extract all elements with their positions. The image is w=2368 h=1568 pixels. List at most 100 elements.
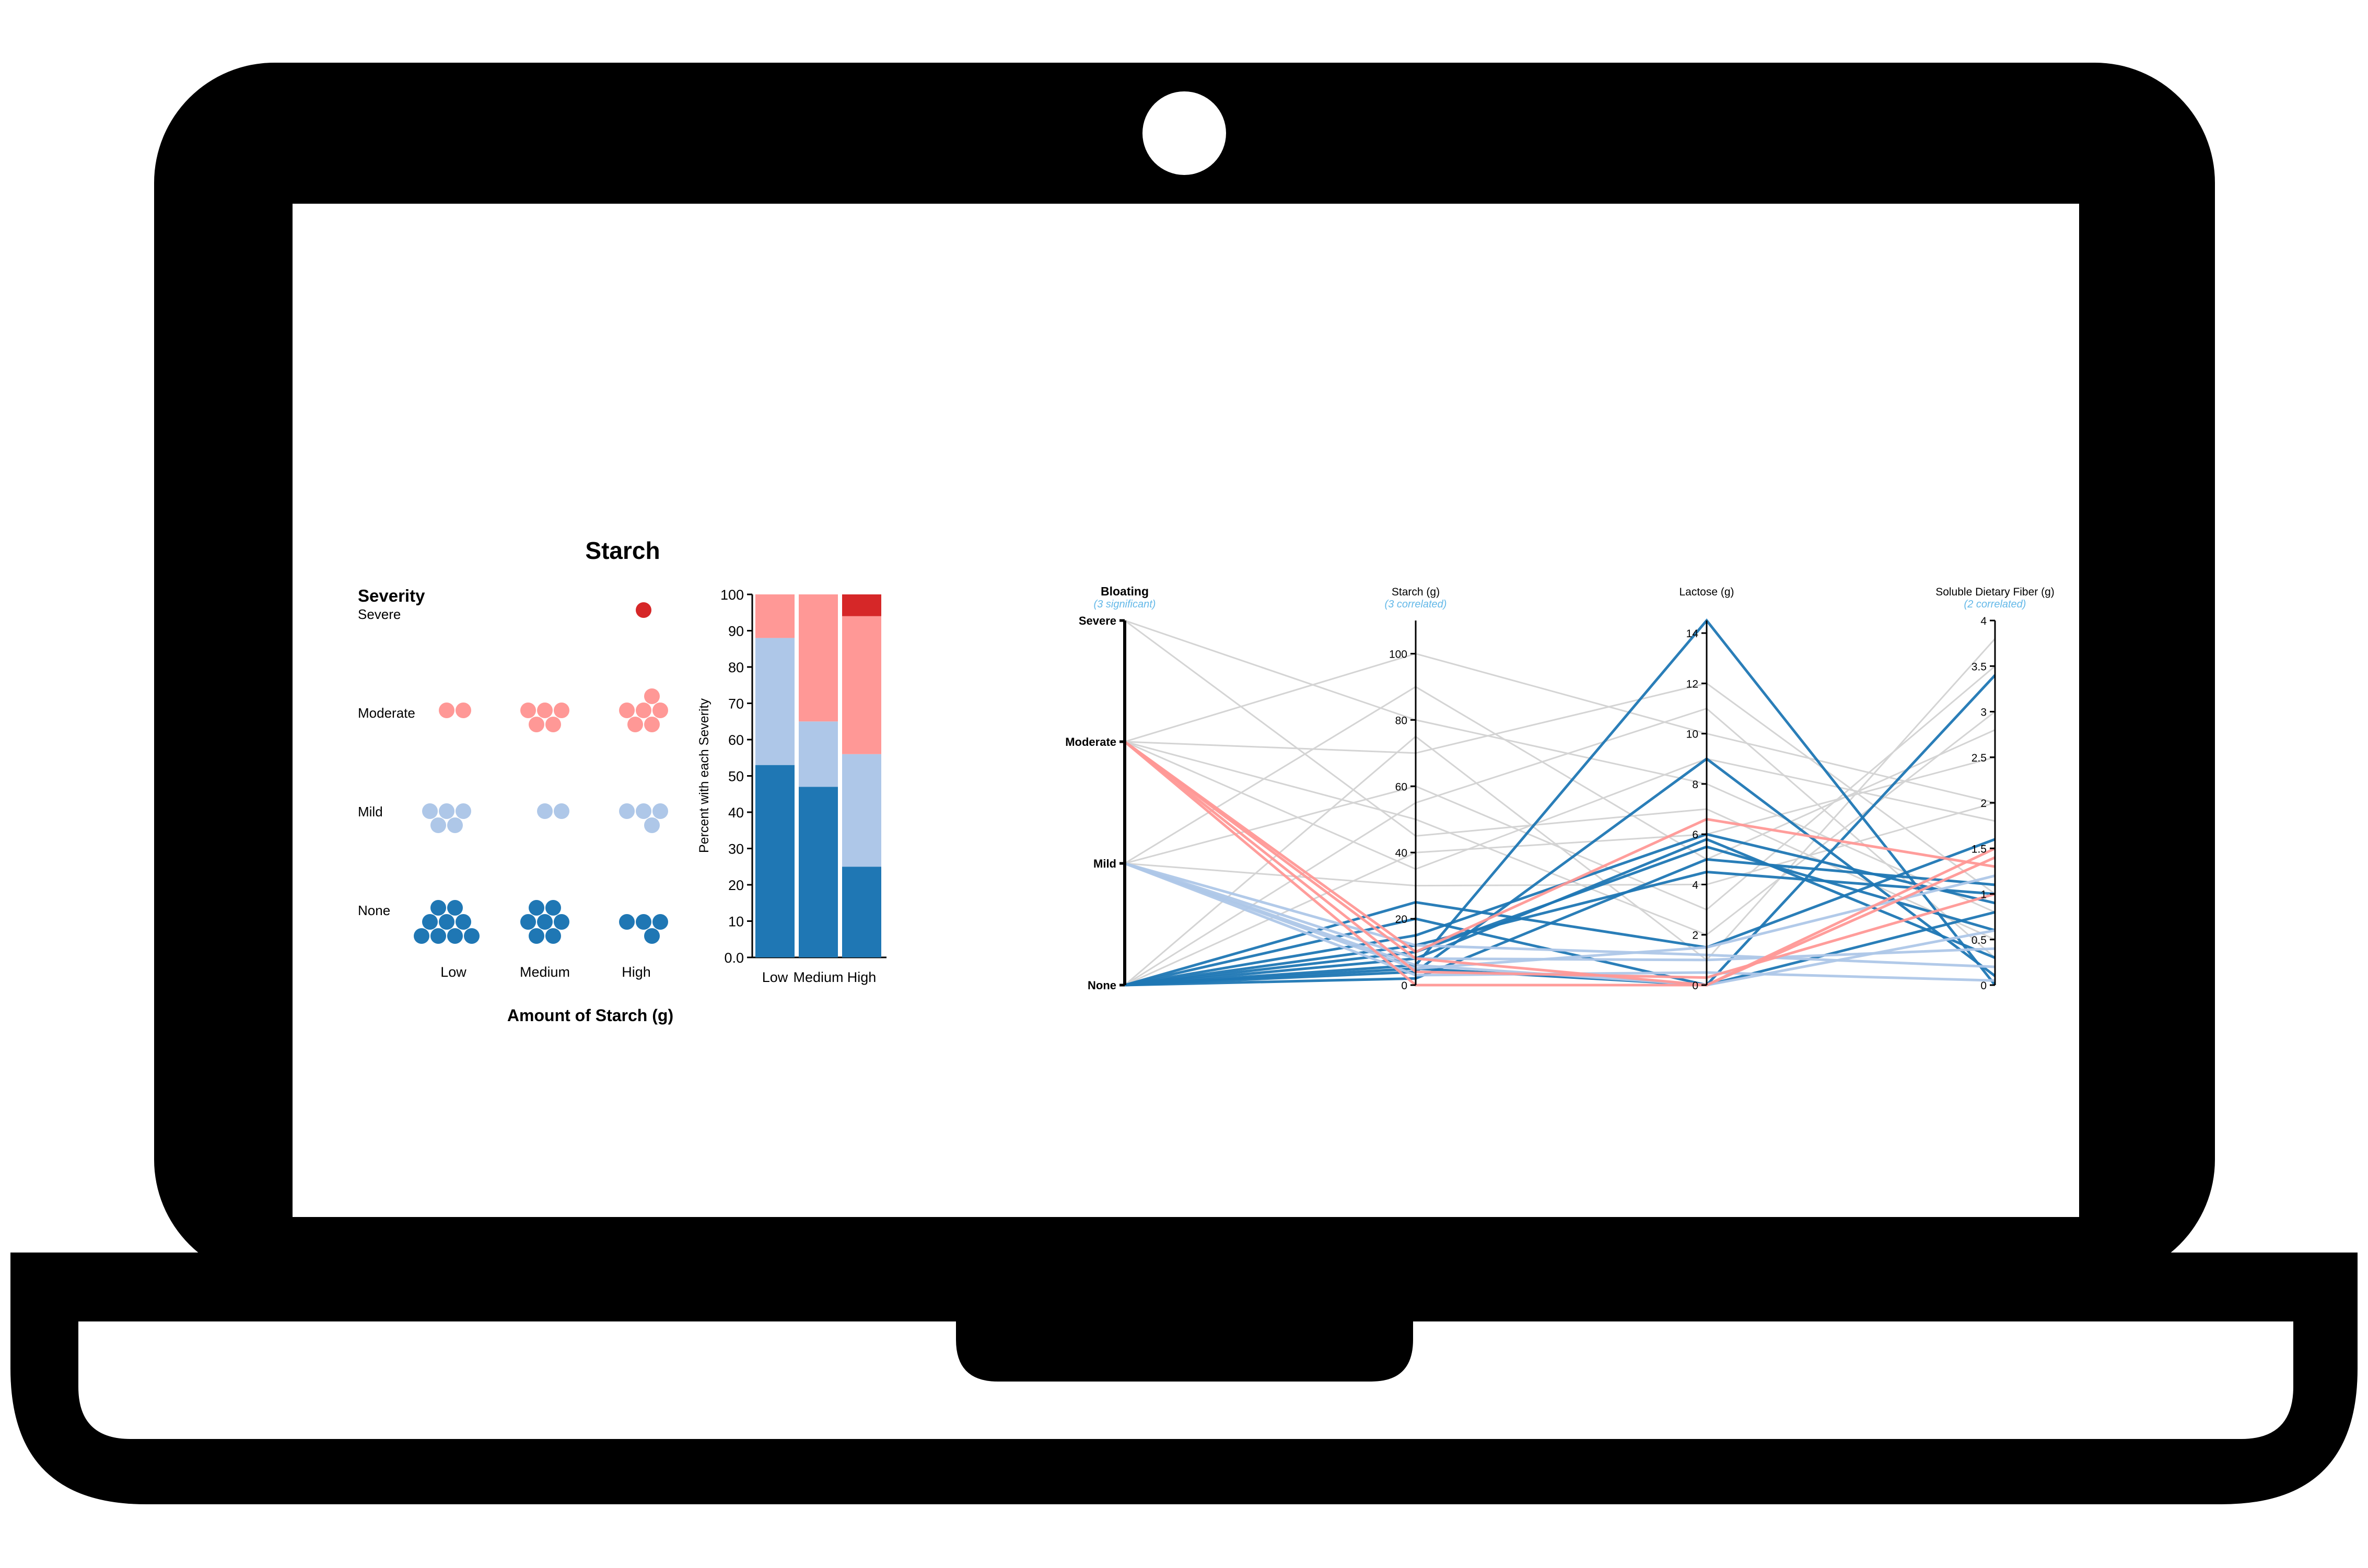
pc-axis-title-starch-g: Starch (g) — [1392, 586, 1440, 598]
pc-line-none — [1124, 858, 1996, 987]
dot-mild-low — [430, 817, 446, 833]
pc-line-other — [1124, 686, 1996, 864]
dot-mild-high — [644, 817, 660, 833]
bar-segment-medium-moderate — [799, 594, 838, 722]
dot-mild-medium — [537, 803, 553, 819]
column-label-high: High — [622, 964, 651, 980]
pc-axis-tick-label: Mild — [1093, 857, 1116, 870]
dot-none-low — [464, 928, 480, 944]
dot-none-medium — [529, 900, 544, 916]
bar-x-tick-label-high: High — [847, 969, 877, 985]
pc-axis-subtitle-starch-g: (3 correlated) — [1385, 599, 1447, 610]
dot-moderate-high — [636, 703, 651, 718]
pc-axis-tick-label: 3.5 — [1972, 661, 1987, 673]
pc-axis-tick-label: 0.5 — [1972, 934, 1987, 946]
bar-y-tick-label: 60 — [728, 732, 744, 748]
stacked-bar-chart: 0.0 10 20 30 40 50 60 70 80 90 100 Percent with ea… — [697, 587, 886, 985]
row-label-severe: Severe — [358, 606, 401, 622]
pc-axis-tick-label: 100 — [1389, 648, 1407, 660]
bar-segment-medium-none — [799, 787, 838, 957]
pc-line-mild — [1124, 862, 1996, 968]
dot-moderate-high — [627, 717, 643, 732]
bar-segment-high-severe — [842, 594, 881, 616]
bar-y-tick-label: 10 — [728, 914, 744, 930]
pc-line-other — [1124, 707, 1996, 986]
dot-moderate-medium — [529, 717, 544, 732]
pc-axis-tick-label: 1 — [1980, 889, 1987, 901]
pc-axis-tick-label: 6 — [1692, 829, 1698, 841]
dot-none-low — [439, 914, 454, 930]
pc-line-other — [1124, 652, 1996, 804]
pc-line-mild — [1124, 862, 1996, 962]
pc-axis-tick-label: Severe — [1079, 614, 1116, 627]
row-label-moderate: Moderate — [358, 705, 415, 721]
dot-mild-high — [619, 803, 635, 819]
bar-y-tick-label: 40 — [728, 805, 744, 821]
pc-axis-tick-label: 40 — [1395, 847, 1407, 859]
pc-line-other — [1124, 711, 1996, 936]
pc-line-other — [1124, 682, 1996, 895]
bar-y-tick-label: 20 — [728, 877, 744, 893]
dot-none-medium — [537, 914, 553, 930]
pc-axis-tick-label: 2.5 — [1972, 752, 1987, 764]
dot-none-medium — [545, 900, 561, 916]
dot-moderate-high — [644, 688, 660, 704]
dot-chart: Starch Severity Severe Moderate Mild Non… — [358, 537, 673, 1025]
bar-segments — [755, 594, 881, 957]
dot-chart-xlabel: Amount of Starch (g) — [507, 1006, 673, 1025]
dot-moderate-low — [439, 703, 454, 718]
row-label-mild: Mild — [358, 804, 383, 820]
dot-chart-title: Starch — [585, 537, 660, 564]
dot-none-high — [619, 914, 635, 930]
bar-segment-low-moderate — [755, 594, 795, 638]
pc-line-other — [1124, 638, 1996, 986]
bar-y-tick-label: 50 — [728, 769, 744, 785]
dot-none-low — [447, 928, 463, 944]
pc-line-other — [1124, 741, 1996, 870]
dot-none-medium — [520, 914, 536, 930]
pc-axis-tick-label: 2 — [1980, 798, 1987, 810]
bar-y-axis: 0.0 10 20 30 40 50 60 70 80 90 100 — [720, 587, 886, 966]
pc-axis-tick-label: None — [1088, 979, 1116, 992]
pc-axes: Bloating(3 significant) Severe Moderate Mil… — [1065, 584, 2055, 992]
dot-none-high — [652, 914, 668, 930]
dot-clusters — [414, 602, 668, 944]
dot-none-medium — [554, 914, 569, 930]
dot-mild-low — [422, 803, 438, 819]
bar-y-tick-label: 90 — [728, 624, 744, 639]
column-label-low: Low — [440, 964, 466, 980]
pc-line-moderate — [1124, 741, 1996, 987]
pc-line-none — [1124, 618, 1996, 987]
dot-moderate-medium — [537, 703, 553, 718]
dot-moderate-high — [644, 717, 660, 732]
pc-line-none — [1124, 838, 1996, 987]
pc-line-none — [1124, 674, 1996, 987]
dot-mild-low — [439, 803, 454, 819]
dot-mild-medium — [554, 803, 569, 819]
pc-axis-tick-label: 20 — [1395, 914, 1407, 926]
bar-segment-low-mild — [755, 638, 795, 765]
dot-mild-high — [652, 803, 668, 819]
pc-axis-title-lactose-g: Lactose (g) — [1679, 586, 1734, 598]
dot-none-low — [422, 914, 438, 930]
dot-none-high — [636, 914, 651, 930]
dot-none-medium — [529, 928, 544, 944]
pc-axis-tick-label: 10 — [1686, 729, 1698, 741]
dot-none-low — [447, 900, 463, 916]
bar-y-tick-label: 30 — [728, 841, 744, 857]
bar-segment-low-none — [755, 765, 795, 957]
column-label-medium: Medium — [520, 964, 570, 980]
pc-axis-tick-label: Moderate — [1065, 735, 1116, 748]
webcam-icon — [1142, 91, 1226, 175]
pc-axis-tick-label: 2 — [1692, 930, 1698, 942]
bar-segment-medium-mild — [799, 721, 838, 787]
pc-line-other — [1124, 619, 1996, 941]
bar-y-tick-label: 80 — [728, 660, 744, 675]
bar-y-tick-label: 0.0 — [724, 950, 744, 966]
dot-none-medium — [545, 928, 561, 944]
pc-axis-tick-label: 0 — [1692, 980, 1698, 992]
pc-axis-tick-label: 0 — [1401, 980, 1407, 992]
dot-mild-high — [636, 803, 651, 819]
